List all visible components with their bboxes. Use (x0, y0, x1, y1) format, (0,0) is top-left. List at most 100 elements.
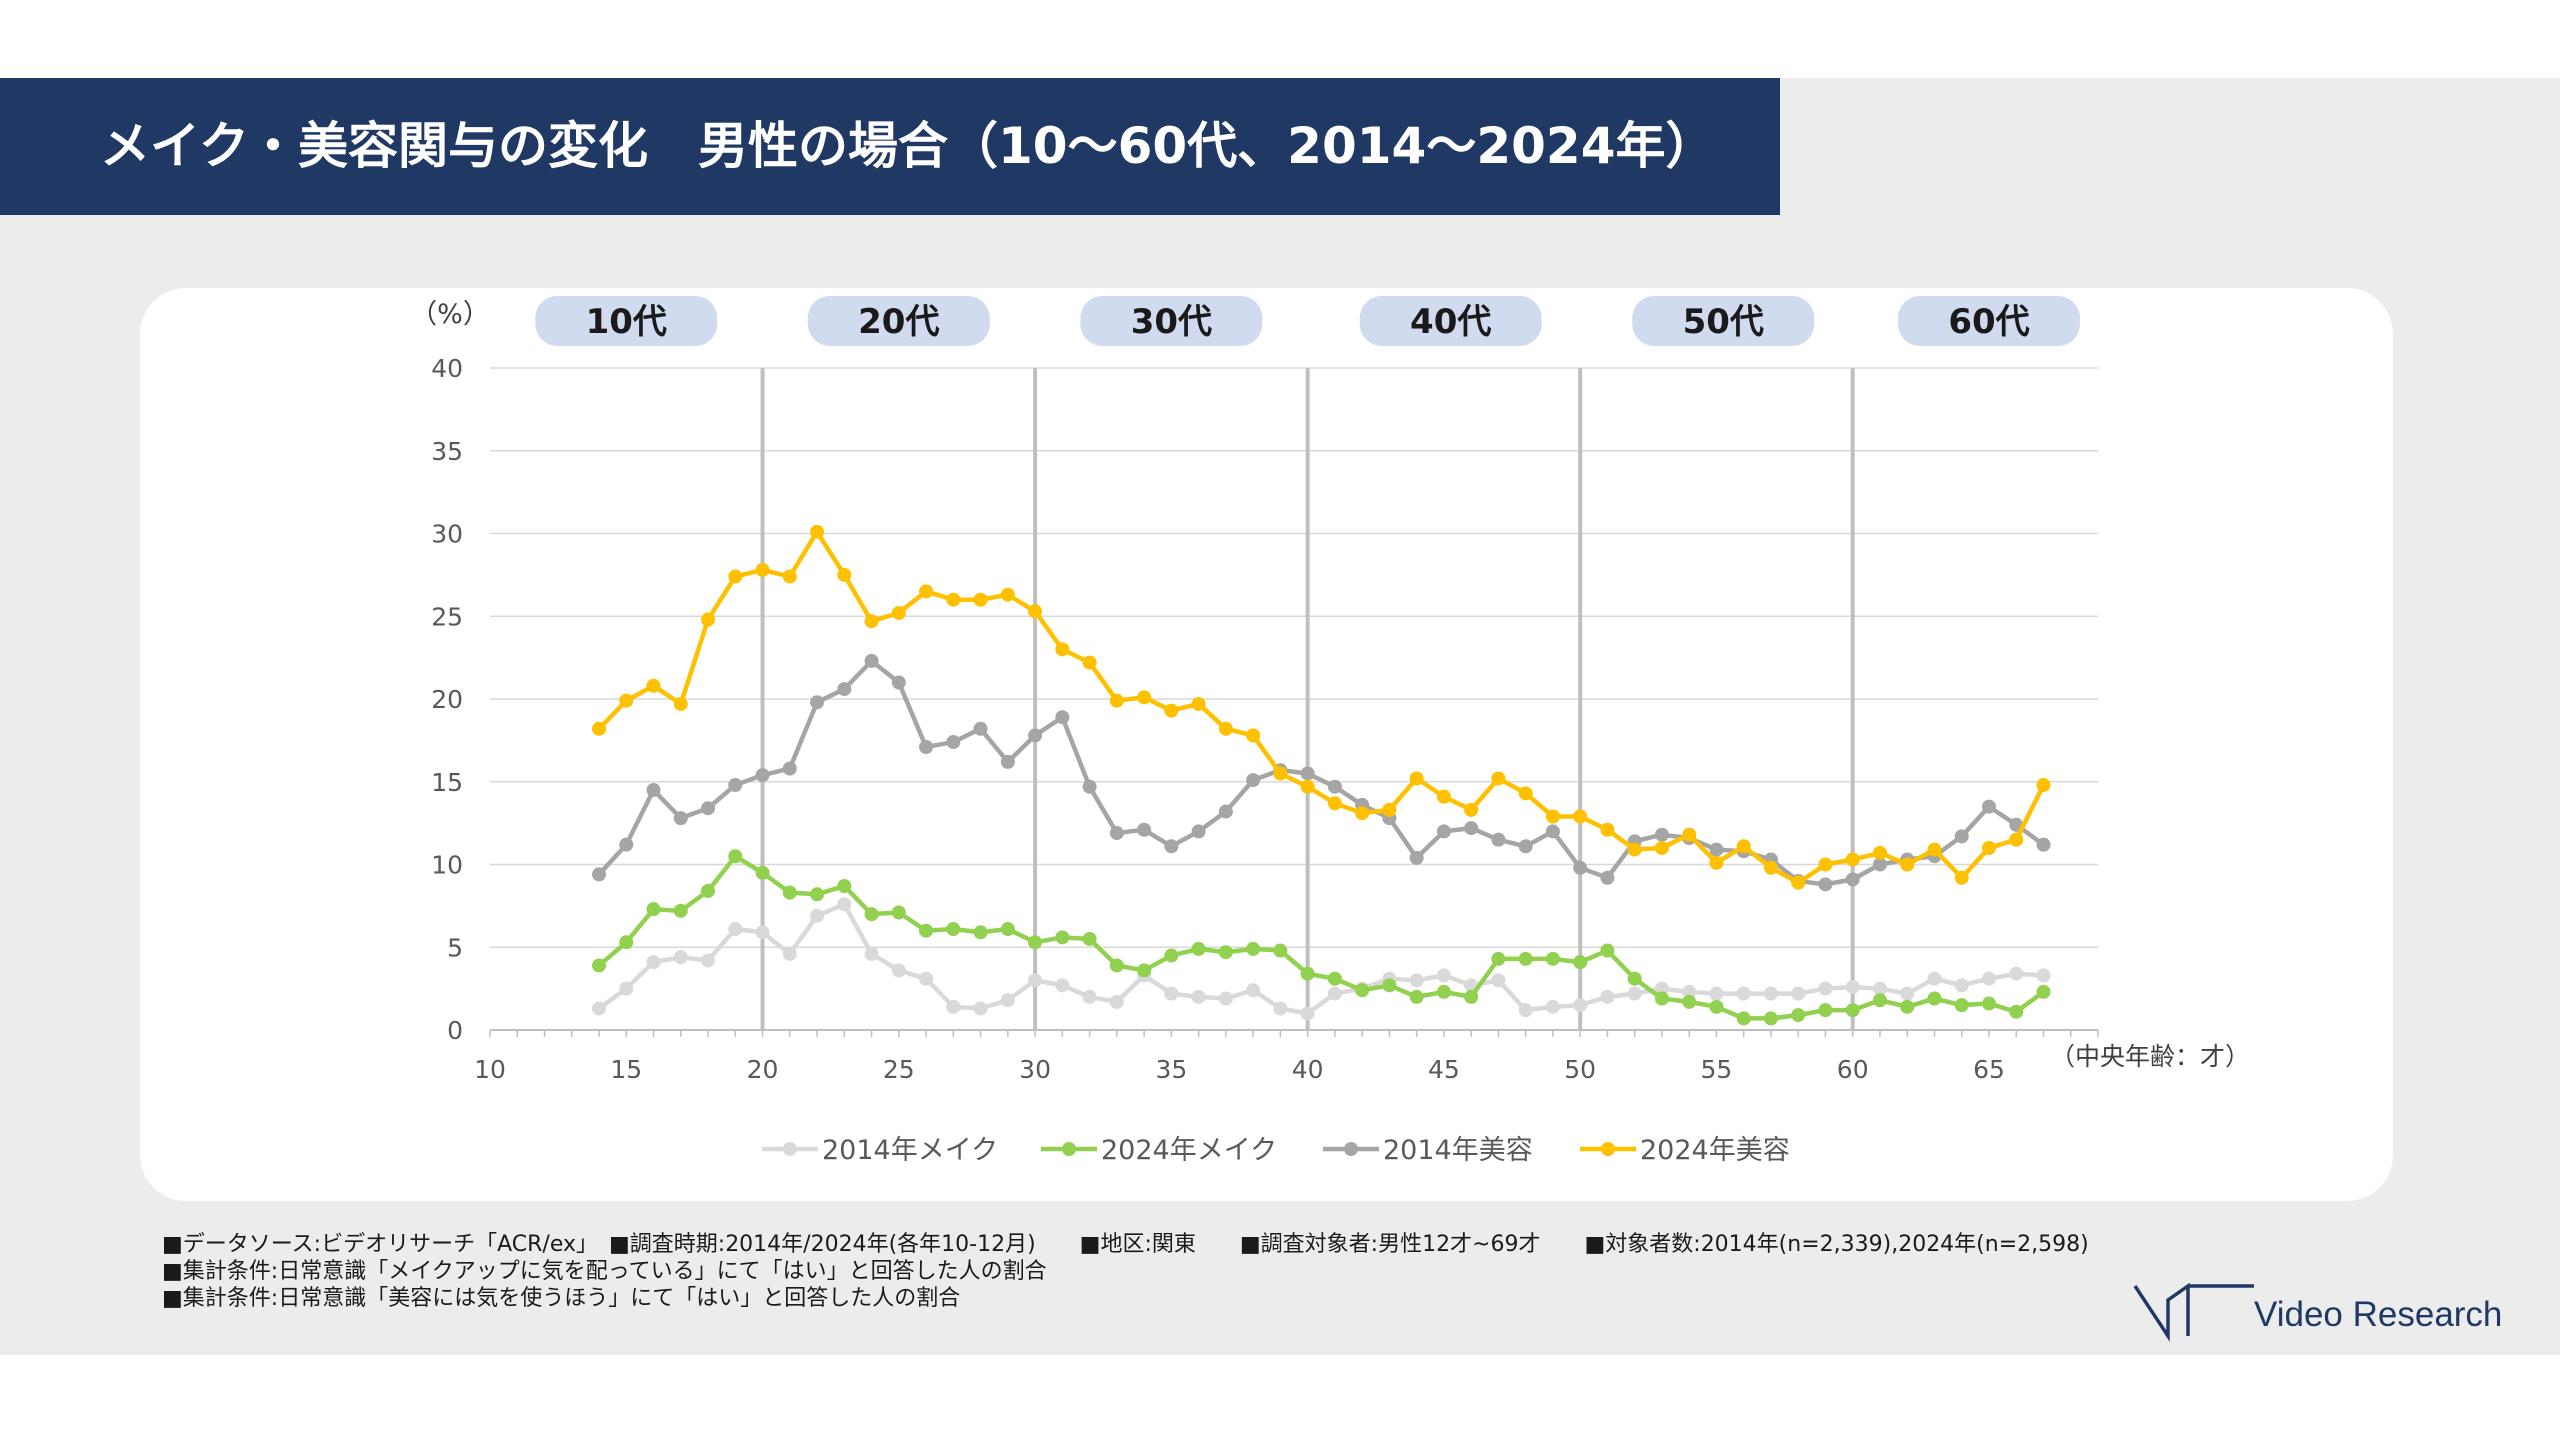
data-point (1654, 991, 1669, 1006)
data-point (1218, 991, 1233, 1006)
data-point (1763, 1011, 1778, 1026)
age-group-badge (1632, 296, 1815, 346)
data-point (1382, 802, 1397, 817)
data-point (646, 955, 661, 970)
series-1 (592, 897, 2051, 1021)
data-point (973, 925, 988, 940)
data-point (1109, 994, 1124, 1009)
age-group-badge (535, 296, 718, 346)
data-point (1246, 941, 1261, 956)
legend-swatch-marker (1062, 1142, 1076, 1156)
data-point (2036, 837, 2051, 852)
data-point (1109, 693, 1124, 708)
data-point (728, 922, 743, 937)
data-point (1654, 827, 1669, 842)
data-point (864, 946, 879, 961)
data-point (1736, 1011, 1751, 1026)
data-point (1409, 771, 1424, 786)
data-point (1573, 998, 1588, 1013)
logo-text: Video Research (2254, 1295, 2502, 1334)
data-point (1246, 773, 1261, 788)
data-point (1218, 804, 1233, 819)
data-point (946, 922, 961, 937)
data-point (2009, 832, 2024, 847)
legend-item: 2014年メイク (762, 1135, 998, 1166)
legend: 2014年メイク 2024年メイク 2014年美容 2024年美容 (762, 1135, 1790, 1166)
data-point (1300, 1006, 1315, 1021)
data-point (864, 653, 879, 668)
data-point (1981, 840, 1996, 855)
data-point (1000, 587, 1015, 602)
data-point (1300, 766, 1315, 781)
data-point (810, 524, 825, 539)
age-group-label: 50代 (1683, 302, 1764, 342)
data-point (592, 721, 607, 736)
data-point (1518, 786, 1533, 801)
age-group-label: 10代 (586, 302, 667, 342)
legend-item: 2014年美容 (1323, 1135, 1533, 1166)
data-point (701, 953, 716, 968)
data-point (1109, 958, 1124, 973)
data-point (1464, 821, 1479, 836)
data-point (701, 883, 716, 898)
data-point (1600, 943, 1615, 958)
data-point (837, 897, 852, 912)
legend-swatch-marker (1601, 1142, 1615, 1156)
data-point (1818, 877, 1833, 892)
data-point (1518, 1003, 1533, 1018)
legend-label: 2014年メイク (822, 1135, 998, 1166)
data-point (1818, 981, 1833, 996)
data-point (1954, 998, 1969, 1013)
data-point (1900, 857, 1915, 872)
age-group-badges: 10代 20代 30代 40代 50代 60代 (535, 296, 2080, 346)
data-point (1791, 1008, 1806, 1023)
data-point (1273, 1001, 1288, 1016)
data-point (1327, 779, 1342, 794)
chart-panel (140, 288, 2393, 1201)
footer-note-line: ■集計条件:日常意識「美容には気を使うほう」にて「はい」と回答した人の割合 (162, 1286, 961, 1311)
data-point (1545, 824, 1560, 839)
data-point (1600, 822, 1615, 837)
data-point (1273, 766, 1288, 781)
data-point (619, 981, 634, 996)
data-point (1000, 754, 1015, 769)
data-point (1082, 655, 1097, 670)
y-tick-label: 30 (431, 520, 463, 549)
data-point (592, 1001, 607, 1016)
legend-label: 2024年美容 (1640, 1135, 1790, 1166)
data-point (701, 612, 716, 627)
data-point (973, 1001, 988, 1016)
data-point (919, 923, 934, 938)
data-point (1518, 839, 1533, 854)
data-point (1736, 986, 1751, 1001)
data-point (1927, 991, 1942, 1006)
data-point (1872, 981, 1887, 996)
data-point (973, 592, 988, 607)
data-point (1464, 802, 1479, 817)
data-point (2036, 968, 2051, 983)
data-point (1709, 986, 1724, 1001)
data-point (1055, 710, 1070, 725)
data-point (1491, 832, 1506, 847)
data-point (619, 935, 634, 950)
data-point (1491, 771, 1506, 786)
data-point (1355, 983, 1370, 998)
logo-mark-icon (2133, 1282, 2254, 1342)
data-point (919, 584, 934, 599)
data-point (755, 562, 770, 577)
data-point (1028, 728, 1043, 743)
x-tick-label: 40 (1292, 1055, 1324, 1084)
series-3 (592, 653, 2051, 892)
data-point (1545, 951, 1560, 966)
data-point (1791, 875, 1806, 890)
data-point (1355, 806, 1370, 821)
data-point (1082, 989, 1097, 1004)
data-point (1872, 857, 1887, 872)
legend-label: 2024年メイク (1101, 1135, 1277, 1166)
data-point (1872, 993, 1887, 1008)
y-tick-label: 25 (431, 602, 463, 631)
data-point (646, 678, 661, 693)
x-axis-unit-label: （中央年齢：才） (2050, 1042, 2250, 1071)
data-point (837, 682, 852, 697)
